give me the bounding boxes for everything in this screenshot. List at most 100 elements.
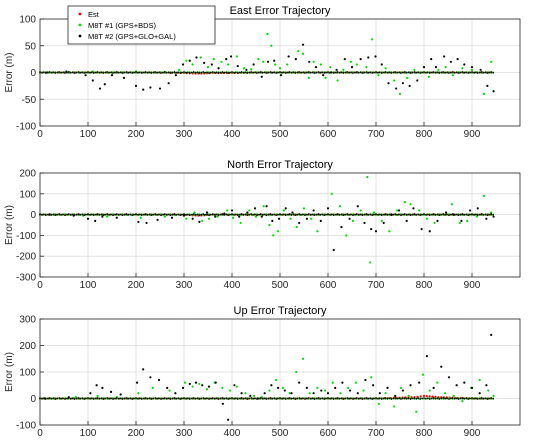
data-point	[290, 213, 293, 216]
data-point	[145, 221, 148, 225]
data-point	[412, 207, 415, 210]
data-point	[371, 38, 374, 41]
data-point	[485, 217, 488, 220]
data-point	[451, 213, 454, 215]
data-point	[316, 386, 319, 389]
data-point	[119, 71, 122, 74]
data-point	[421, 397, 423, 400]
legend-item: M8T #2 (GPS+GLO+GAL)	[78, 32, 176, 41]
data-point	[380, 214, 383, 217]
data-point	[91, 79, 94, 82]
data-point	[339, 392, 342, 395]
data-point	[307, 213, 310, 215]
data-point	[106, 71, 109, 73]
data-point	[119, 393, 122, 396]
data-point	[361, 214, 364, 217]
data-point	[104, 397, 107, 400]
data-point	[409, 72, 412, 74]
data-point	[371, 72, 374, 74]
data-point	[457, 72, 460, 74]
data-point	[324, 389, 327, 392]
data-point	[359, 397, 362, 400]
data-point	[65, 397, 68, 400]
data-point	[320, 389, 323, 392]
data-point	[380, 72, 383, 74]
data-point	[453, 397, 456, 400]
data-point	[44, 398, 47, 400]
data-point	[242, 67, 246, 70]
data-point	[96, 394, 99, 397]
data-point	[346, 71, 349, 73]
data-point	[352, 398, 354, 400]
data-point	[312, 60, 315, 63]
x-tick-label: 100	[80, 428, 97, 439]
data-point	[296, 71, 299, 74]
data-point	[183, 71, 185, 73]
data-point	[89, 71, 91, 74]
data-point	[455, 71, 458, 74]
data-point	[175, 71, 178, 74]
data-point	[428, 398, 431, 400]
data-point	[223, 213, 226, 216]
data-point	[380, 63, 383, 66]
data-point	[115, 397, 118, 399]
data-point	[345, 234, 348, 237]
data-point	[175, 397, 178, 400]
y-axis-label: Error (m)	[4, 205, 15, 245]
data-point	[271, 71, 274, 74]
data-point	[290, 71, 293, 74]
data-point	[281, 71, 283, 74]
data-point	[480, 213, 483, 215]
data-point	[484, 71, 487, 74]
data-point	[277, 217, 281, 220]
data-point	[325, 397, 327, 400]
data-point	[117, 397, 120, 400]
data-point	[115, 213, 118, 215]
data-point	[183, 381, 187, 384]
data-point	[215, 71, 218, 74]
data-point	[240, 397, 243, 399]
y-tick-label: 100	[19, 368, 36, 379]
data-point	[296, 213, 299, 216]
data-point	[125, 71, 128, 73]
data-point	[100, 71, 103, 74]
data-point	[428, 389, 431, 392]
x-tick-label: 700	[368, 428, 385, 439]
data-point	[134, 84, 138, 87]
data-point	[161, 397, 164, 400]
x-tick-label: 500	[272, 428, 289, 439]
data-point	[129, 213, 132, 216]
data-point	[186, 397, 189, 400]
data-point	[246, 214, 249, 217]
data-point	[238, 215, 241, 218]
data-point	[418, 209, 421, 212]
data-point	[438, 398, 441, 400]
data-point	[323, 398, 326, 400]
data-point	[294, 214, 297, 217]
data-point	[482, 92, 486, 95]
data-point	[330, 71, 333, 74]
data-point	[119, 213, 122, 216]
data-point	[440, 213, 443, 216]
data-point	[154, 71, 157, 73]
data-point	[84, 74, 87, 77]
legend-marker	[78, 34, 82, 38]
data-point	[342, 72, 345, 74]
data-point	[466, 219, 469, 222]
y-tick-label: 200	[19, 341, 36, 352]
data-point	[356, 205, 359, 208]
data-point	[215, 397, 218, 400]
data-point	[254, 397, 256, 400]
data-point	[213, 213, 216, 216]
data-point	[142, 213, 145, 216]
data-point	[223, 212, 226, 215]
data-point	[375, 71, 377, 73]
data-point	[440, 365, 443, 368]
data-point	[89, 213, 91, 216]
data-point	[177, 71, 180, 74]
data-point	[394, 394, 397, 397]
data-point	[286, 71, 289, 74]
data-point	[308, 60, 311, 63]
data-point	[163, 397, 166, 399]
data-point	[73, 214, 76, 217]
